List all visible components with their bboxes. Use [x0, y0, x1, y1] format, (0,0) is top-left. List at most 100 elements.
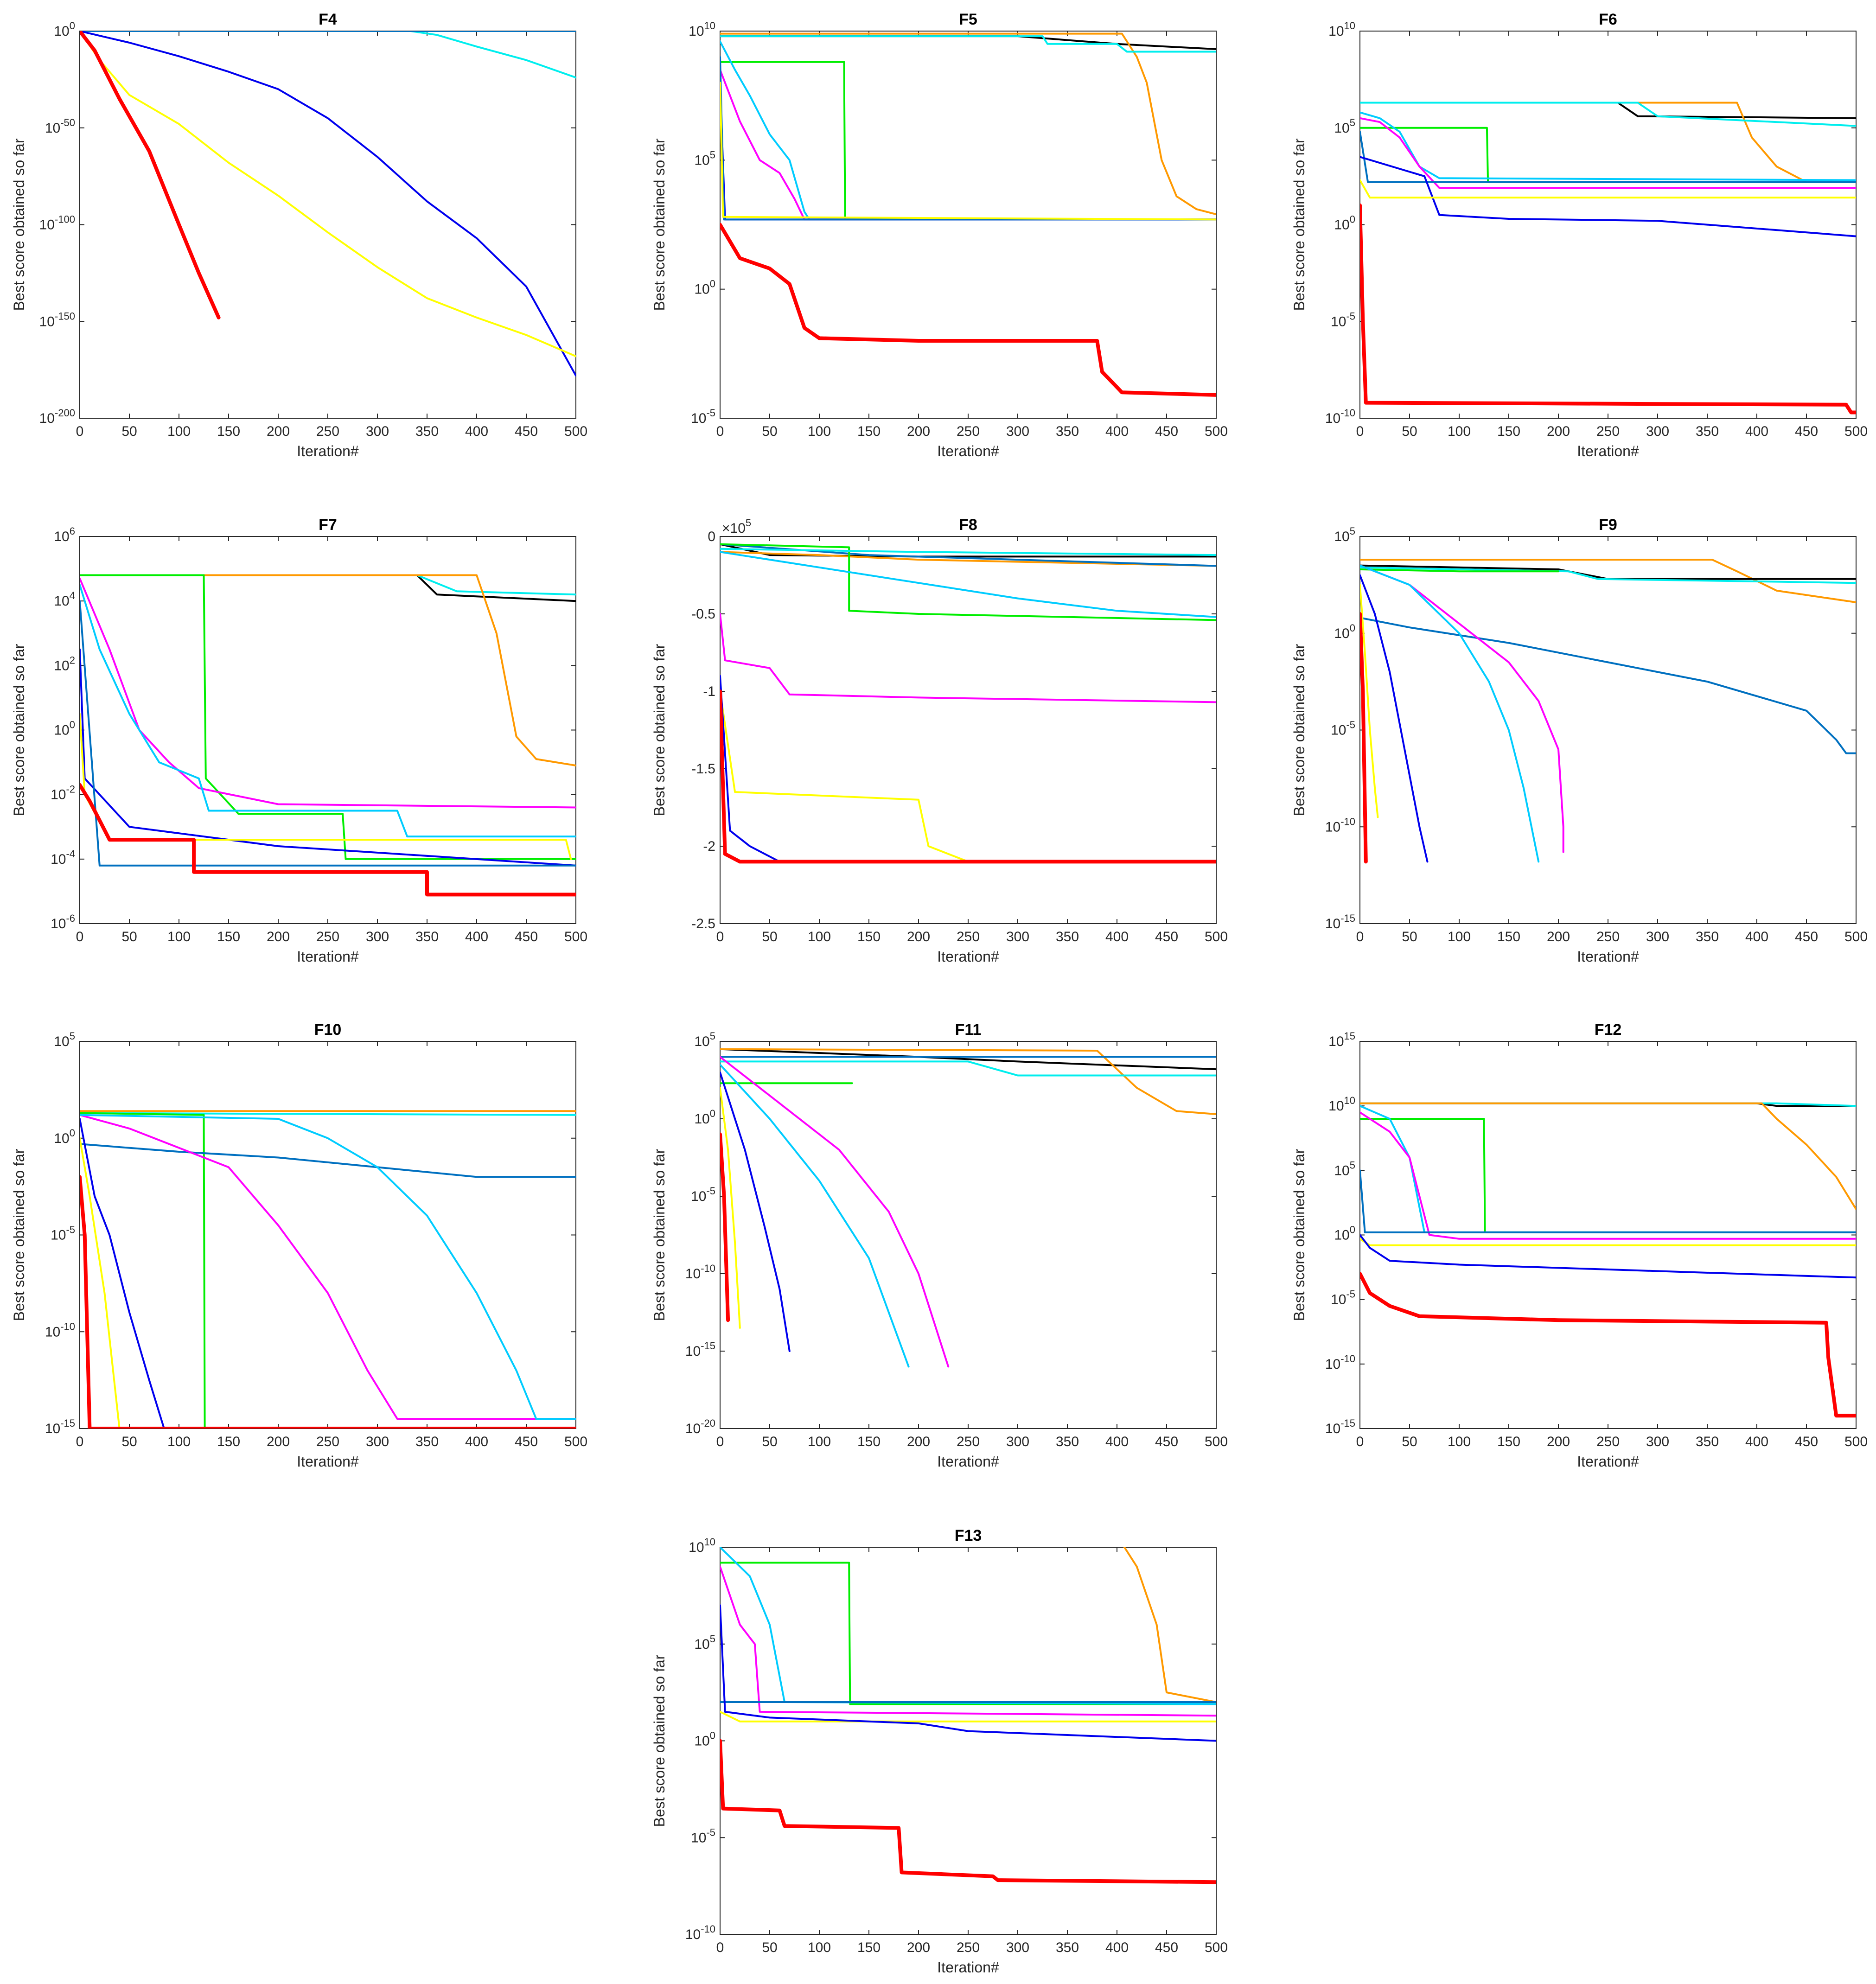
- y-tick-label: 104: [54, 590, 75, 609]
- y-tick-label: 10-5: [51, 1224, 75, 1243]
- x-tick-label: 150: [217, 424, 240, 439]
- y-tick-label: 0: [708, 529, 715, 544]
- x-axis-label: Iteration#: [297, 443, 359, 459]
- series-line-magenta: [720, 1565, 1216, 1717]
- y-tick-label: 100: [694, 1108, 715, 1127]
- series-line-steel: [80, 600, 576, 867]
- x-tick-label: 350: [1696, 424, 1719, 439]
- x-tick-label: 100: [808, 424, 831, 439]
- y-tick-label: 100: [54, 719, 75, 738]
- x-tick-label: 100: [1448, 1434, 1471, 1449]
- x-tick-label: 200: [907, 424, 930, 439]
- y-axis-label: Best score obtained so far: [1291, 644, 1308, 816]
- x-tick-label: 0: [76, 424, 84, 439]
- y-tick-label: 10-5: [1331, 310, 1355, 329]
- x-tick-label: 300: [366, 929, 389, 944]
- series-line-blue: [1360, 156, 1856, 237]
- series-line-aqua: [720, 35, 1216, 53]
- x-tick-label: 400: [465, 1434, 488, 1449]
- panel-f12: F12 0 50 100 150 200 250 300 350 400 450 500 Iterati…: [1291, 1021, 1868, 1470]
- series-line-steel: [80, 1143, 576, 1178]
- y-tick-label: 10-5: [691, 1826, 715, 1845]
- series-line-yellow: [1360, 584, 1379, 818]
- y-tick-label: 105: [1334, 117, 1355, 136]
- series-group: [80, 1110, 576, 1429]
- y-tick-label: 10-10: [1325, 816, 1355, 835]
- y-axis-multiplier: ×105: [722, 517, 751, 536]
- x-tick-label: 450: [515, 929, 538, 944]
- x-tick-label: 150: [1497, 1434, 1520, 1449]
- y-axis-label: Best score obtained so far: [11, 1148, 27, 1321]
- y-tick-label: 10-4: [51, 848, 75, 867]
- y-tick-label: 105: [694, 1030, 715, 1049]
- x-tick-label: 0: [1356, 929, 1364, 944]
- y-tick-label: -0.5: [691, 606, 715, 622]
- y-tick-label: 10-20: [685, 1417, 715, 1436]
- y-tick-label: 100: [1334, 214, 1355, 233]
- series-line-orange: [1360, 559, 1856, 603]
- x-tick-label: 50: [762, 1434, 777, 1449]
- y-tick-label: 10-5: [1331, 1289, 1355, 1308]
- x-tick-label: 500: [564, 424, 587, 439]
- x-tick-label: 450: [1795, 1434, 1818, 1449]
- y-tick-label: -1: [703, 684, 715, 699]
- chart-title: F11: [955, 1021, 982, 1039]
- y-tick-label: 105: [54, 1030, 75, 1049]
- x-axis-label: Iteration#: [1577, 1453, 1639, 1470]
- series-line-aqua: [80, 1112, 576, 1116]
- series-line-red: [80, 31, 221, 319]
- y-tick-label: 100: [694, 1730, 715, 1749]
- series-line-orange: [720, 32, 1216, 216]
- x-tick-label: 50: [121, 929, 137, 944]
- y-tick-label: 10-15: [45, 1417, 75, 1436]
- series-line-red: [720, 1132, 730, 1322]
- series-line-red: [1360, 1272, 1856, 1418]
- x-tick-label: 150: [857, 1434, 881, 1449]
- y-tick-label: 100: [1334, 622, 1355, 641]
- y-tick-label: 10-5: [691, 1185, 715, 1204]
- y-tick-label: 10-10: [685, 1923, 715, 1942]
- y-tick-label: 10-15: [685, 1340, 715, 1359]
- series-group: [1360, 102, 1856, 415]
- panel-f11: F11 0 50 100 150 200 250 300 350 400 450 500 Iterati…: [651, 1021, 1228, 1470]
- x-tick-label: 100: [1448, 929, 1471, 944]
- x-tick-label: 50: [121, 1434, 137, 1449]
- series-group: [720, 32, 1216, 397]
- chart-title: F6: [1599, 11, 1617, 28]
- y-tick-label: -1.5: [691, 761, 715, 777]
- x-tick-label: 450: [515, 424, 538, 439]
- x-tick-label: 250: [957, 929, 980, 944]
- y-axis-label: Best score obtained so far: [651, 1654, 668, 1827]
- series-line-cyan: [720, 1064, 910, 1368]
- series-line-red: [80, 1175, 576, 1429]
- series-line-orange: [720, 551, 1216, 567]
- x-tick-label: 150: [1497, 424, 1520, 439]
- y-tick-label: 10-200: [39, 407, 75, 426]
- x-tick-label: 200: [907, 1434, 930, 1449]
- x-tick-label: 200: [907, 929, 930, 944]
- series-line-cyan: [1360, 111, 1856, 181]
- x-tick-label: 250: [957, 424, 980, 439]
- x-tick-label: 400: [1105, 1434, 1129, 1449]
- panel-f10: F10 0 50 100 150 200 250 300 350 400 450 500 Iterati…: [11, 1021, 587, 1470]
- x-tick-label: 450: [1155, 1434, 1178, 1449]
- x-tick-label: 250: [957, 1940, 980, 1955]
- y-tick-label: 100: [54, 1127, 75, 1146]
- series-line-magenta: [80, 577, 576, 809]
- x-tick-label: 200: [907, 1940, 930, 1955]
- x-tick-label: 200: [1547, 929, 1570, 944]
- y-tick-label: 10-15: [1325, 1417, 1355, 1436]
- x-tick-label: 50: [762, 929, 777, 944]
- series-group: [720, 1547, 1216, 1884]
- x-tick-label: 400: [465, 929, 488, 944]
- chart-title: F10: [314, 1021, 342, 1039]
- x-axis-label: Iteration#: [937, 1959, 999, 1976]
- x-tick-label: 50: [1402, 424, 1417, 439]
- panel-f6: F6 0 50 100 150 200 250 300 350 400 450 500 Iteratio…: [1291, 11, 1868, 459]
- y-tick-label: 1010: [1328, 20, 1355, 39]
- series-line-orange: [720, 1048, 1216, 1115]
- series-line-magenta: [1360, 564, 1564, 853]
- series-line-red: [1360, 612, 1368, 864]
- x-axis-label: Iteration#: [297, 948, 359, 965]
- x-tick-label: 450: [515, 1434, 538, 1449]
